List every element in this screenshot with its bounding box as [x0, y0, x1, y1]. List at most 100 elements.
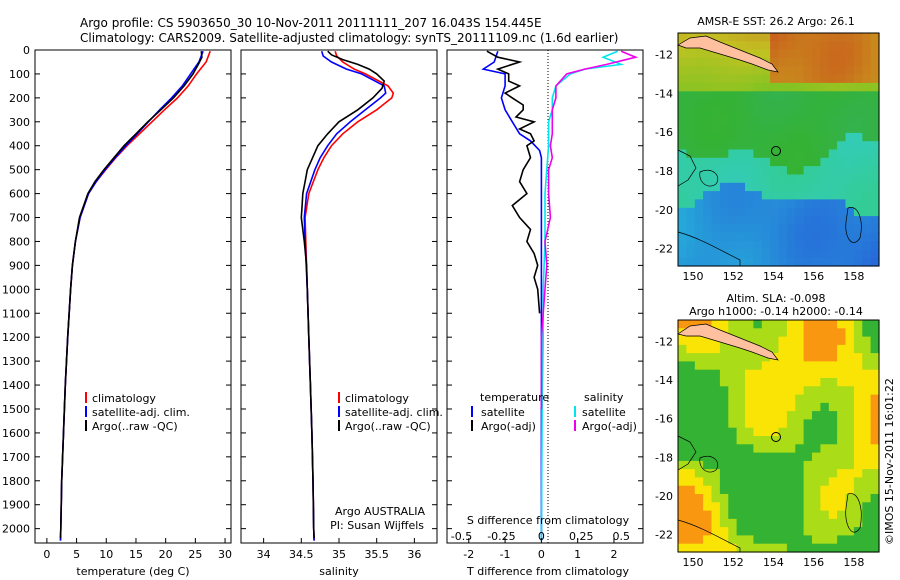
map-cell [820, 344, 830, 354]
map-cell [870, 477, 880, 487]
map-cell [812, 485, 821, 495]
map-cell [678, 99, 687, 109]
map-cell [803, 207, 813, 217]
map-cell [862, 74, 872, 84]
map-cell [719, 494, 729, 503]
map-cell [853, 452, 863, 462]
map-cell [862, 527, 872, 536]
map-cell [770, 249, 780, 259]
map-cell [736, 328, 746, 338]
map-cell [837, 207, 847, 217]
map-cell [870, 182, 880, 192]
map-cell [678, 494, 687, 503]
map-cell [711, 33, 721, 42]
map-cell [786, 510, 796, 520]
map-cell [853, 182, 863, 192]
map-cell [812, 543, 821, 553]
map-cell [694, 353, 704, 362]
map-cell [711, 74, 721, 84]
map-cell [862, 378, 872, 387]
map-cell [728, 82, 738, 92]
map-cell [719, 124, 729, 134]
lon-tick-label: 154 [763, 270, 784, 283]
map-cell [795, 58, 805, 67]
map-cell [694, 411, 704, 420]
map-cell [736, 427, 746, 437]
map-cell [761, 419, 771, 429]
map-cell [761, 74, 771, 84]
map-cell [778, 224, 788, 234]
map-cell [703, 174, 713, 184]
map-cell [711, 191, 721, 200]
map-cell [845, 141, 855, 151]
map-cell [786, 328, 796, 338]
map-cell [795, 411, 805, 420]
map-cell [719, 207, 729, 217]
map-cell [703, 543, 713, 553]
map-cell [778, 58, 788, 67]
map-cell [703, 124, 713, 134]
map-cell [728, 378, 738, 387]
map-cell [870, 141, 880, 151]
map-cell [812, 518, 821, 528]
map-cell [753, 257, 763, 267]
map-cell [870, 320, 880, 329]
map-cell [820, 427, 830, 437]
map-cell [845, 411, 855, 420]
map-cell [753, 191, 763, 200]
map-cell [761, 241, 771, 250]
map-cell [820, 241, 830, 250]
map-cell [728, 460, 738, 470]
map-cell [803, 157, 813, 167]
lat-tick-label: -16 [655, 126, 673, 139]
map-cell [870, 411, 880, 420]
map-cell [845, 132, 855, 142]
map-cell [736, 502, 746, 512]
lat-tick-label: -12 [655, 335, 673, 348]
map-cell [853, 344, 863, 354]
map-cell [803, 199, 813, 209]
map-cell [770, 199, 780, 209]
map-cell [812, 58, 821, 67]
map-cell [728, 510, 738, 520]
map-cell [694, 199, 704, 209]
map-cell [745, 386, 754, 396]
map-cell [778, 378, 788, 387]
map-cell [778, 232, 788, 242]
map-cell [778, 344, 788, 354]
map-cell [678, 320, 687, 329]
map-cell [870, 460, 880, 470]
map-cell [719, 386, 729, 396]
map-cell [678, 460, 687, 470]
map-cell [837, 502, 847, 512]
map-cell [828, 207, 838, 217]
map-cell [686, 157, 696, 167]
map-cell [870, 535, 880, 545]
lon-tick-label: 156 [803, 270, 824, 283]
map-cell [694, 91, 704, 101]
map-cell [686, 361, 696, 371]
map-cell [753, 494, 763, 503]
map-cell [761, 460, 771, 470]
map-cell [703, 107, 713, 117]
map-cell [745, 74, 754, 84]
map-cell [853, 469, 863, 478]
map-cell [853, 394, 863, 404]
map-cell [845, 485, 855, 495]
map-cell [853, 191, 863, 200]
map-cell [736, 66, 746, 76]
map-cell [837, 485, 847, 495]
map-cell [770, 116, 780, 126]
x-tick-label: 10 [99, 548, 113, 561]
map-cell [853, 107, 863, 117]
x-tick-label: 35 [332, 548, 346, 561]
map-cell [786, 141, 796, 151]
map-cell [686, 74, 696, 84]
map-cell [786, 249, 796, 259]
map-cell [719, 182, 729, 192]
map-cell [745, 107, 754, 117]
map-cell [728, 411, 738, 420]
map-cell [837, 132, 847, 142]
map-cell [870, 336, 880, 346]
legend-sal-satellite-swatch [574, 406, 576, 417]
